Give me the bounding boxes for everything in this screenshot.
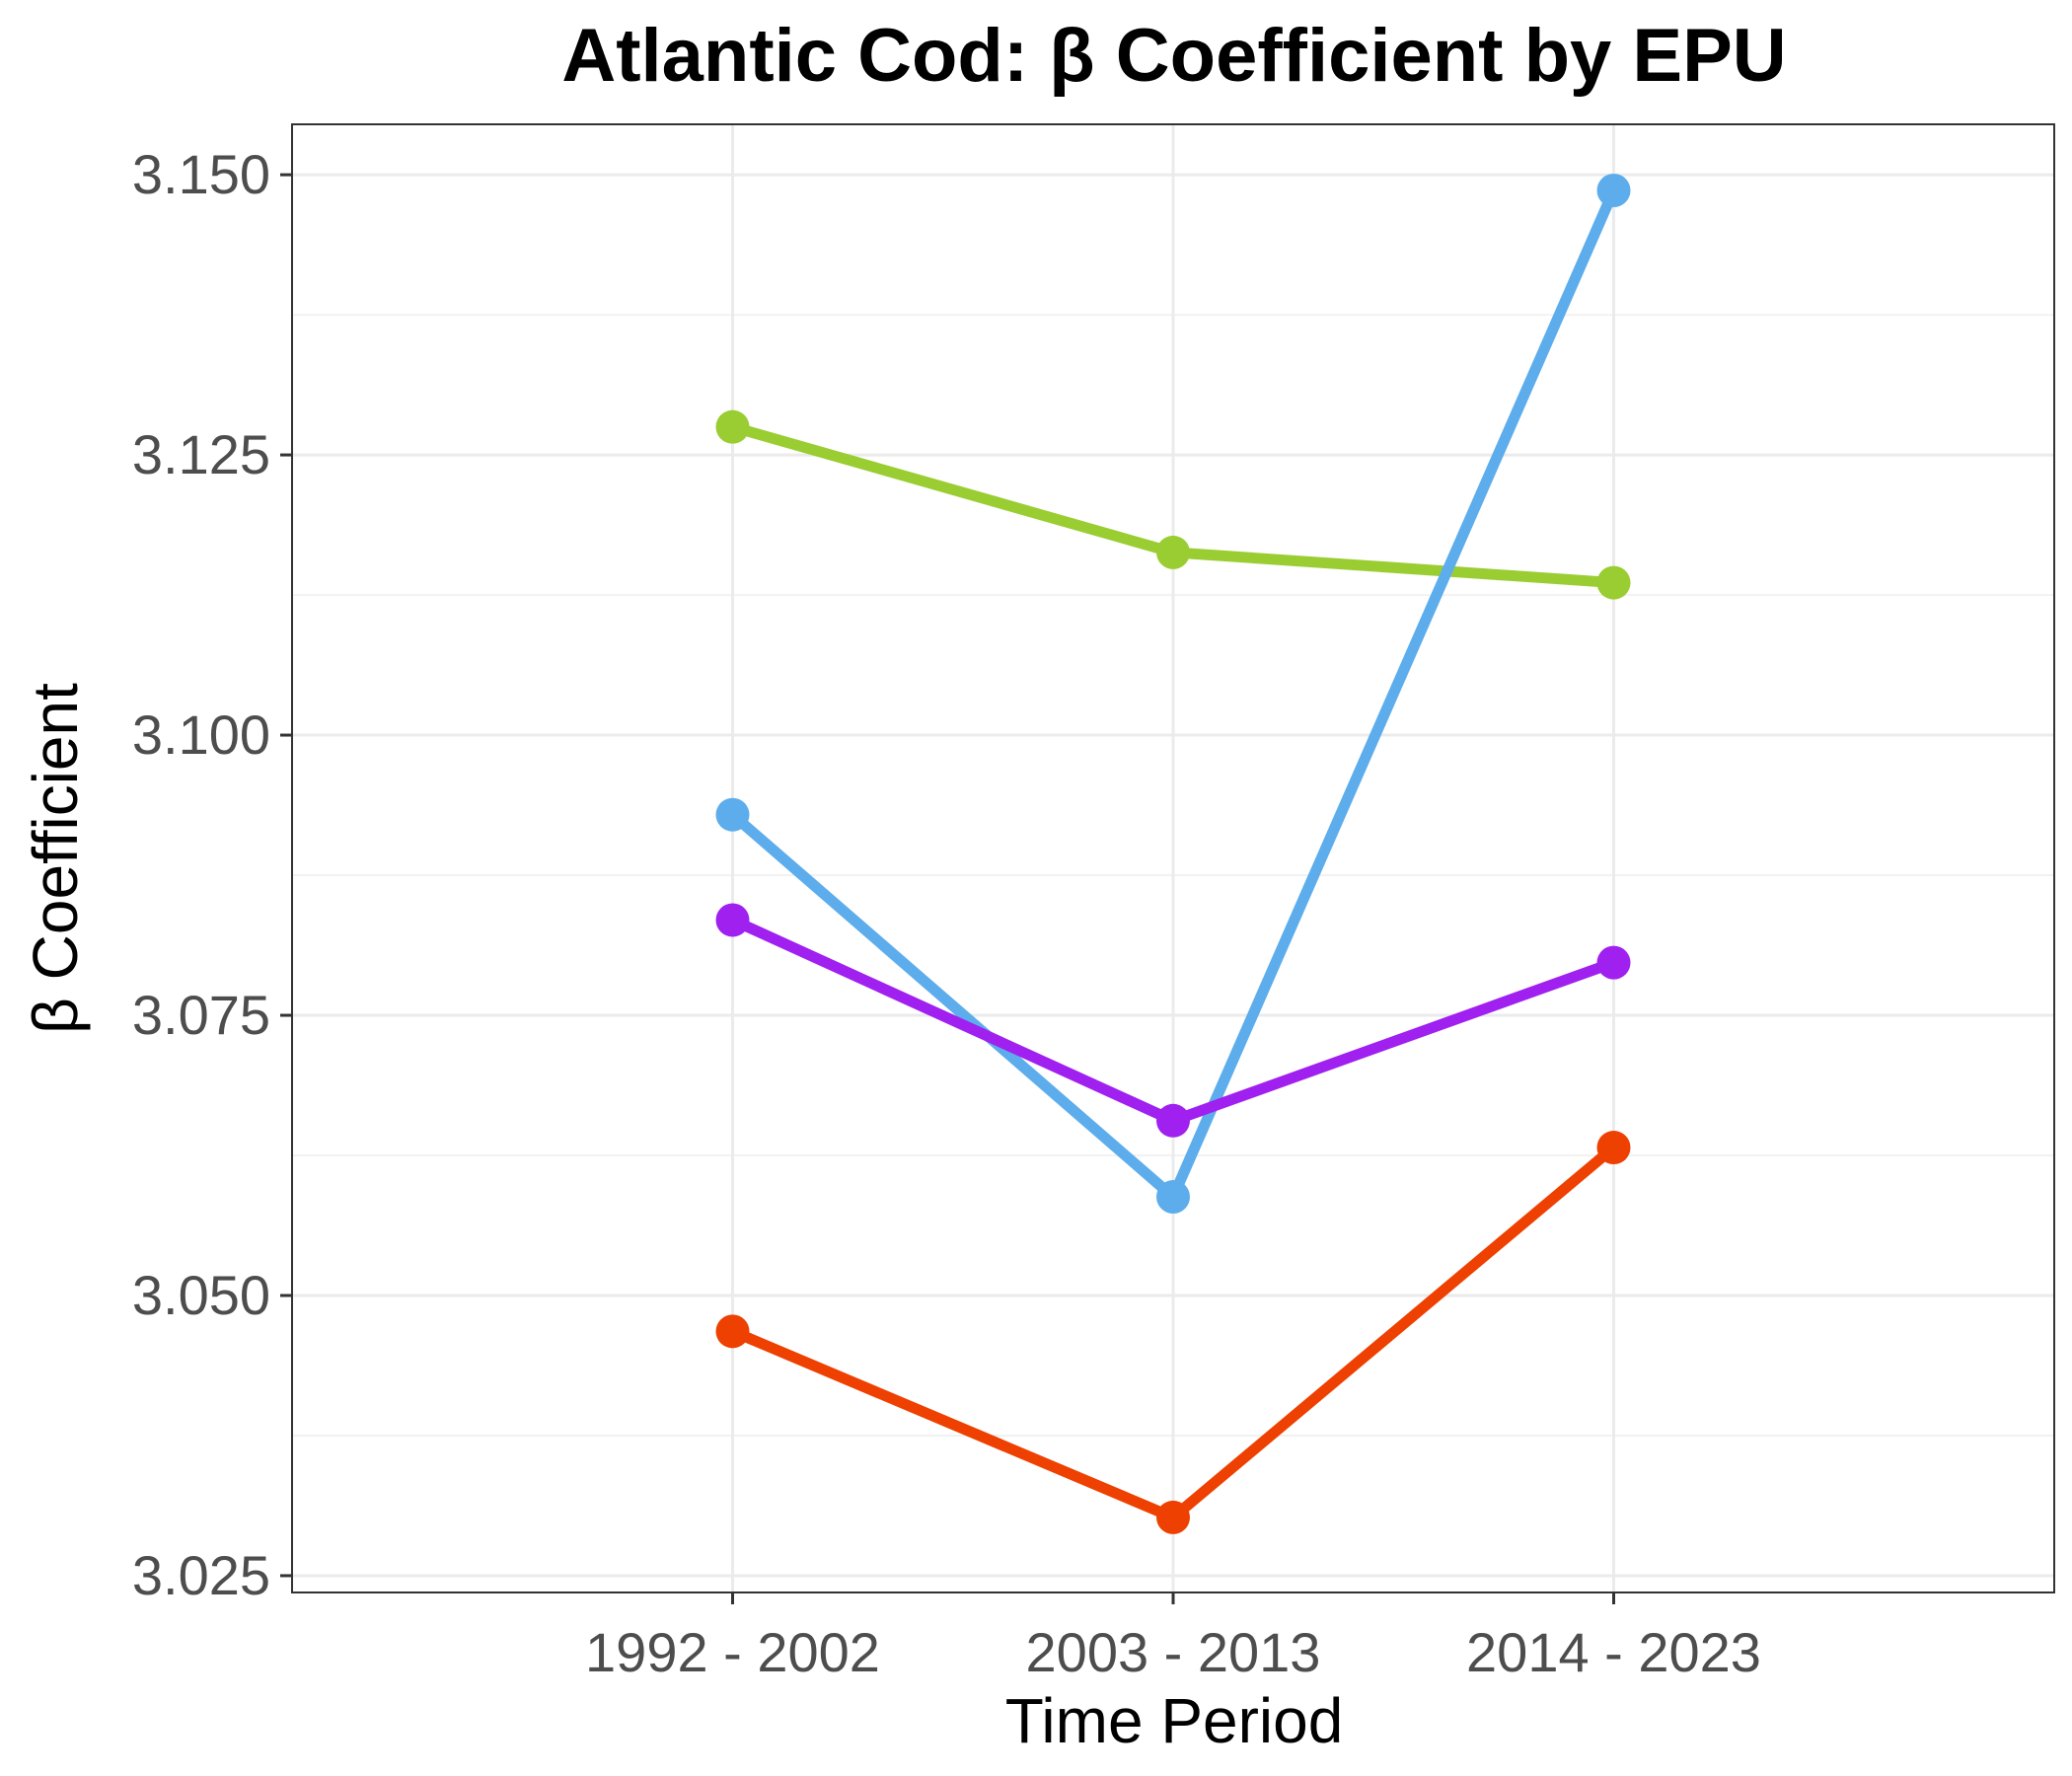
x-tick-label: 2003 - 2013 [1026, 1621, 1321, 1683]
y-tick-label: 3.025 [132, 1544, 270, 1606]
data-point-s3-2 [1156, 1103, 1190, 1138]
y-tick-label: 3.100 [132, 703, 270, 766]
data-point-s3-3 [1596, 945, 1631, 980]
y-axis: 3.025 3.050 3.075 3.100 3.125 3.150 [132, 143, 292, 1606]
y-tick-label: 3.075 [132, 984, 270, 1046]
data-point-s2-1 [715, 797, 750, 832]
data-point-s1-2 [1156, 535, 1190, 569]
x-axis: 1992 - 2002 2003 - 2013 2014 - 2023 [585, 1592, 1761, 1683]
data-point-s1-1 [715, 409, 750, 444]
gridlines [292, 124, 2054, 1592]
y-axis-title: β Coefficient [20, 683, 91, 1034]
x-tick-label: 2014 - 2023 [1466, 1621, 1761, 1683]
data-point-s1-3 [1596, 565, 1631, 600]
data-point-s4-3 [1596, 1131, 1631, 1165]
y-tick-label: 3.125 [132, 423, 270, 485]
x-axis-title: Time Period [1005, 1685, 1344, 1756]
data-point-s3-1 [715, 903, 750, 937]
data-point-s4-1 [715, 1314, 750, 1349]
y-tick-label: 3.050 [132, 1264, 270, 1326]
y-tick-label: 3.150 [132, 143, 270, 205]
data-point-s2-2 [1156, 1180, 1190, 1215]
x-tick-label: 1992 - 2002 [585, 1621, 880, 1683]
data-points [715, 174, 1631, 1534]
data-point-s2-3 [1596, 174, 1631, 208]
data-point-s4-2 [1156, 1500, 1190, 1534]
chart-title: Atlantic Cod: β Coefficient by EPU [561, 14, 1786, 98]
